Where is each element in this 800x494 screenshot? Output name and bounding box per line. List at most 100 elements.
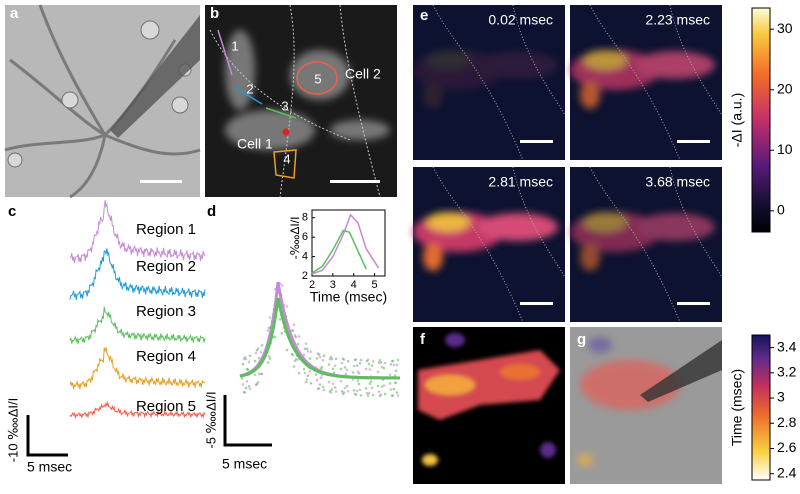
sample (343, 366, 347, 369)
cell-label: Cell 2 (345, 66, 381, 82)
sample (285, 305, 289, 308)
sample (279, 293, 283, 296)
scale-bar (223, 395, 272, 447)
colorbar-tick-label: 10 (777, 141, 793, 157)
sample (340, 390, 344, 393)
outlines (209, 4, 381, 198)
trace (69, 248, 206, 300)
scale-bar (520, 140, 553, 143)
sample (255, 348, 259, 352)
sample (333, 364, 337, 368)
sample (334, 357, 338, 361)
sample (254, 351, 258, 355)
sample (258, 362, 262, 365)
sample (331, 382, 335, 386)
sample (306, 374, 310, 378)
pipette (110, 15, 200, 138)
sample (340, 361, 344, 365)
outline (589, 4, 723, 161)
regions (217, 29, 338, 179)
trace (69, 200, 206, 264)
sample (327, 380, 331, 384)
sample (241, 362, 245, 366)
sample (353, 358, 357, 362)
colorbar-tick-label: 2.8 (777, 414, 797, 430)
sample (297, 335, 301, 338)
sample (395, 363, 399, 367)
x-tick-label: 4 (351, 279, 357, 291)
sample (367, 362, 371, 366)
sample (285, 348, 289, 352)
sample (292, 323, 296, 327)
scale-x: 5 msec (222, 456, 267, 472)
sample (389, 388, 393, 391)
sample (378, 358, 382, 362)
blob (583, 50, 627, 70)
sample (317, 353, 321, 356)
x-tick-label: 3 (330, 279, 336, 291)
sample (268, 316, 272, 319)
sample (254, 383, 258, 387)
colorbar (751, 334, 771, 481)
sample (354, 393, 358, 396)
sample (383, 392, 387, 396)
y-axis-label: -‱ΔI/I (288, 217, 302, 260)
sample (334, 390, 338, 393)
blob (426, 50, 470, 70)
colorbar-tick-label: 0 (777, 202, 785, 218)
y-tick-label: 8 (302, 212, 308, 224)
sample (342, 391, 346, 394)
inset-line (311, 213, 380, 275)
sample (392, 363, 396, 367)
time-map-f (418, 333, 560, 466)
sample (260, 344, 264, 347)
fit-curve (239, 297, 400, 380)
sample (296, 342, 300, 346)
image-a (5, 5, 200, 197)
sample (377, 361, 381, 364)
sample (282, 326, 286, 329)
sample (272, 308, 276, 311)
scale-y: -5 ‱ΔI/I (203, 391, 218, 448)
sample (302, 367, 306, 371)
sample (333, 386, 337, 389)
sample (346, 359, 350, 363)
panel-label: a (10, 5, 19, 22)
panel-label: d (207, 203, 216, 220)
colorbar-tick-label: 20 (777, 80, 793, 96)
sample (371, 360, 375, 363)
sample (394, 369, 398, 373)
sample (248, 354, 252, 358)
trace-label: Region 3 (136, 303, 196, 320)
sample (266, 361, 270, 364)
sample (241, 383, 245, 386)
sample (380, 365, 384, 369)
sample (269, 326, 273, 330)
sample (247, 385, 251, 388)
sample (268, 357, 272, 360)
sample (316, 387, 320, 391)
blob (580, 81, 600, 109)
neurites (4, 4, 201, 199)
sample (318, 383, 322, 386)
sample (280, 331, 284, 335)
sample (242, 391, 246, 394)
sample (328, 390, 332, 393)
sample (396, 358, 400, 362)
sample (382, 366, 386, 370)
colorbar-tick-label: 2.6 (777, 439, 797, 455)
pipette-tip (282, 128, 290, 136)
sample (358, 388, 362, 392)
sample (382, 384, 386, 387)
sample (259, 350, 263, 354)
sample (319, 376, 323, 380)
blob (583, 212, 627, 232)
sample (259, 372, 263, 376)
sample (358, 362, 362, 365)
sample (314, 366, 318, 369)
sample (256, 381, 260, 384)
sample (320, 365, 324, 369)
sample (378, 394, 382, 398)
sample (277, 287, 281, 290)
outline (432, 166, 566, 323)
